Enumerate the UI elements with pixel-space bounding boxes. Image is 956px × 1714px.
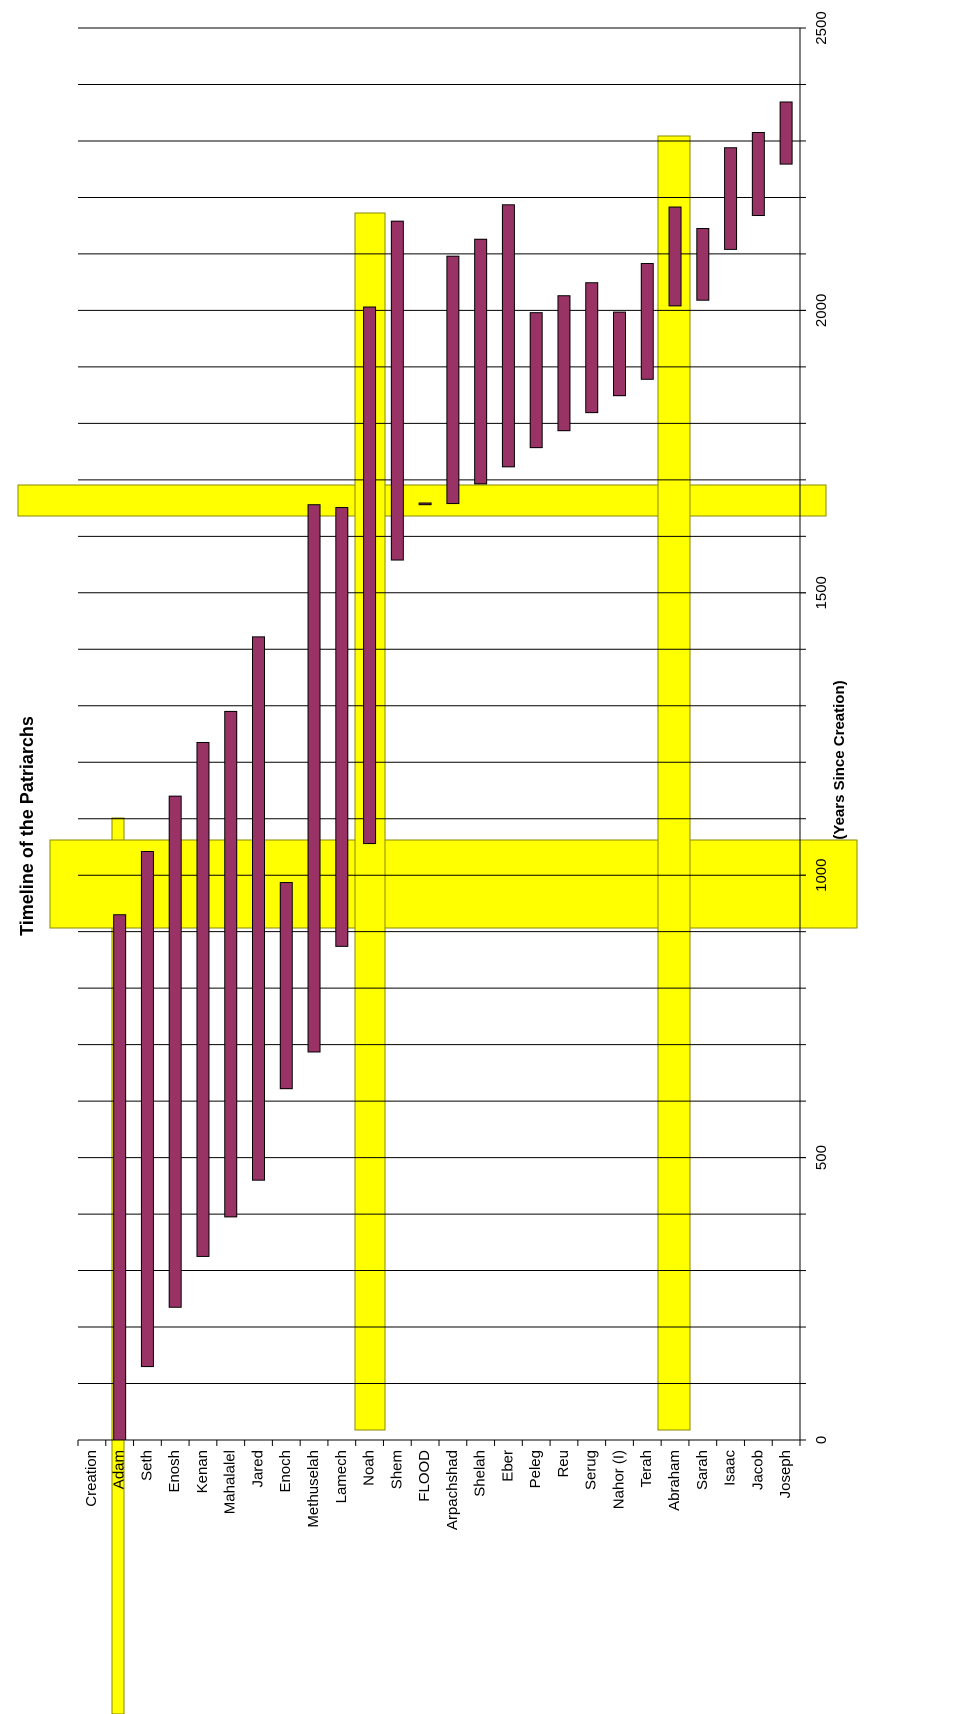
category-label: Methuselah	[305, 1450, 322, 1528]
bar	[168, 795, 182, 1308]
category-label: Mahalalel	[222, 1450, 239, 1514]
value-tick-label: 2500	[813, 11, 830, 44]
category-label: Jacob	[749, 1450, 766, 1490]
bar	[751, 131, 765, 217]
category-label: Joseph	[777, 1450, 794, 1498]
value-tick-label: 500	[813, 1145, 830, 1170]
bar	[363, 306, 377, 845]
bar	[501, 204, 515, 468]
bar	[446, 255, 460, 505]
category-label: Noah	[361, 1450, 378, 1486]
category-label: Reu	[555, 1450, 572, 1478]
category-label: Adam	[111, 1450, 128, 1489]
bar	[224, 710, 238, 1218]
highlight-flood	[17, 484, 827, 517]
category-label: Abraham	[666, 1450, 683, 1511]
category-label: Peleg	[527, 1450, 544, 1488]
category-label: Shem	[388, 1450, 405, 1489]
category-label: Enoch	[277, 1450, 294, 1493]
category-label: Lamech	[333, 1450, 350, 1503]
bar	[696, 228, 710, 301]
category-label: Enosh	[166, 1450, 183, 1493]
bar	[585, 282, 599, 414]
chart-title: Timeline of the Patriarchs	[17, 716, 37, 936]
category-label: Shelah	[472, 1450, 489, 1497]
value-tick-label: 1500	[813, 576, 830, 609]
category-label: Kenan	[194, 1450, 211, 1493]
bar	[779, 101, 793, 165]
axis-title: (Years Since Creation)	[831, 680, 848, 839]
value-tick-label: 0	[813, 1436, 830, 1444]
category-label: Seth	[138, 1450, 155, 1481]
category-label: Serug	[583, 1450, 600, 1490]
bar	[196, 741, 210, 1257]
highlight-abraham	[657, 135, 691, 1431]
category-label: Nahor (I)	[610, 1450, 627, 1509]
value-tick-label: 2000	[813, 294, 830, 327]
bar	[335, 507, 349, 947]
category-label: Jared	[249, 1450, 266, 1488]
category-label: Isaac	[722, 1450, 739, 1486]
bar	[307, 504, 321, 1053]
category-label: FLOOD	[416, 1450, 433, 1502]
highlight-band	[49, 839, 858, 929]
value-tick-label: 1000	[813, 859, 830, 892]
bar	[668, 206, 682, 307]
category-label: Creation	[83, 1450, 100, 1507]
bar	[113, 914, 127, 1441]
category-label: Sarah	[694, 1450, 711, 1490]
category-label: Arpachshad	[444, 1450, 461, 1530]
bar	[529, 312, 543, 449]
bar	[279, 882, 293, 1090]
bar	[613, 311, 626, 397]
bar	[640, 263, 654, 380]
bar	[724, 147, 738, 250]
category-label: Terah	[638, 1450, 655, 1488]
bar	[390, 220, 404, 561]
category-label: Eber	[499, 1450, 516, 1482]
bar	[474, 238, 488, 485]
bar	[418, 502, 432, 506]
bar	[557, 295, 571, 432]
bar	[252, 636, 265, 1181]
bar	[140, 850, 154, 1368]
